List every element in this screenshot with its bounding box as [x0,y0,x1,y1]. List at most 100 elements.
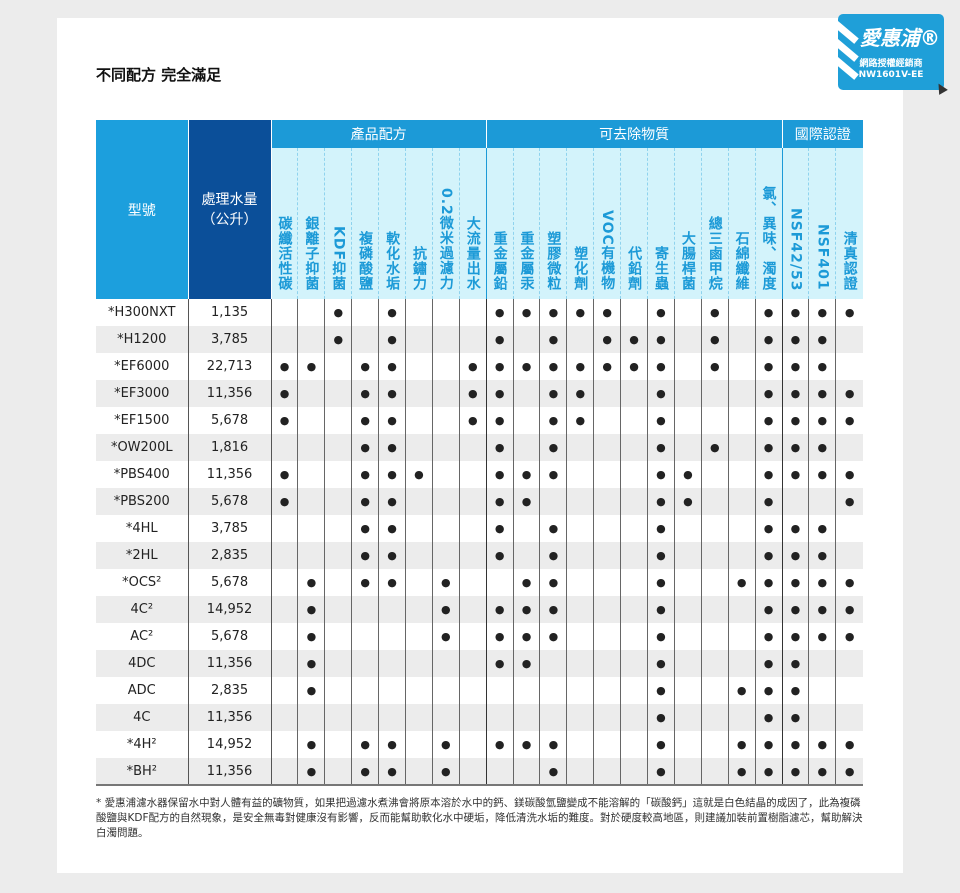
empty-cell [324,650,352,677]
feature-dot: ● [835,596,863,623]
empty-cell [727,623,756,650]
model-cell: 4DC [128,656,156,671]
table-row: ADC 2,835 ● ● ● ● ● [96,677,863,704]
feature-dot: ● [781,434,809,461]
empty-cell [566,488,594,515]
feature-dot: ● [754,515,782,542]
feature-dot: ● [297,758,325,786]
empty-cell [351,650,379,677]
empty-cell [458,542,487,569]
model-cell: *BH² [96,758,189,786]
empty-cell [512,326,540,353]
empty-cell [593,731,621,758]
empty-cell [700,488,729,515]
empty-cell [700,515,729,542]
empty-cell [324,353,352,380]
feature-dot: ● [351,380,379,407]
feature-dot: ● [754,596,782,623]
empty-cell [566,677,594,704]
empty-cell [835,515,863,542]
feature-dot: ● [378,326,406,353]
feature-dot: ● [378,299,406,326]
feature-dot: ● [458,353,487,380]
empty-cell [378,677,406,704]
feature-dot: ● [647,326,675,353]
feature-dot: ● [835,461,863,488]
empty-cell [700,461,729,488]
feature-dot: ● [808,542,836,569]
volume-cell: 11,356 [187,758,272,786]
empty-cell [270,434,298,461]
feature-dot: ● [297,569,325,596]
empty-cell [727,299,756,326]
empty-cell [673,515,702,542]
feature-dot: ● [351,542,379,569]
empty-cell [458,461,487,488]
feature-dot: ● [485,407,514,434]
empty-cell [566,650,594,677]
empty-cell [566,542,594,569]
feature-dot: ● [378,434,406,461]
feature-dot: ● [512,299,540,326]
column-header: 大流量出水 [458,148,487,299]
feature-dot: ● [566,353,594,380]
header-volume: 處理水量（公升） [188,120,272,299]
feature-dot: ● [378,758,406,786]
feature-dot: ● [835,758,863,786]
feature-dot: ● [593,326,621,353]
empty-cell [566,434,594,461]
volume-cell: 2,835 [187,542,272,569]
empty-cell [512,758,540,786]
empty-cell [808,650,836,677]
feature-dot: ● [647,461,675,488]
feature-dot: ● [835,407,863,434]
table-row: *2HL 2,835 ● ● ● ● ● ● ● ● [96,542,863,569]
empty-cell [593,407,621,434]
feature-dot: ● [781,380,809,407]
feature-dot: ● [539,407,567,434]
empty-cell [485,677,514,704]
empty-cell [673,407,702,434]
empty-cell [835,353,863,380]
feature-dot: ● [808,434,836,461]
feature-dot: ● [835,569,863,596]
feature-dot: ● [566,299,594,326]
empty-cell [620,569,648,596]
feature-dot: ● [324,299,352,326]
dealer-badge[interactable]: 愛惠浦® 網路授權經銷商 NW1601V-EE [838,14,944,90]
feature-dot: ● [673,461,702,488]
empty-cell [620,515,648,542]
feature-dot: ● [566,380,594,407]
empty-cell [431,434,460,461]
feature-dot: ● [835,488,863,515]
feature-dot: ● [647,515,675,542]
feature-dot: ● [781,407,809,434]
empty-cell [620,542,648,569]
feature-dot: ● [485,488,514,515]
column-header: 總三鹵甲烷 [700,148,729,299]
feature-dot: ● [647,542,675,569]
table-row: *EF3000 11,356 ● ● ● ● ● ● ● ● ● ● ● ● [96,380,863,407]
empty-cell [324,569,352,596]
empty-cell [431,380,460,407]
empty-cell [431,704,460,731]
empty-cell [270,623,298,650]
column-header: 塑膠微粒 [539,148,567,299]
empty-cell [727,407,756,434]
empty-cell [620,596,648,623]
empty-cell [297,299,325,326]
column-header-label: 0.2微米過濾力 [437,188,454,291]
column-header: NSF42/53 [781,148,809,299]
empty-cell [458,326,487,353]
empty-cell [270,299,298,326]
empty-cell [727,488,756,515]
column-header-label: 銀離子抑菌 [303,216,320,291]
empty-cell [727,380,756,407]
feature-dot: ● [539,299,567,326]
empty-cell [270,326,298,353]
table-row: *PBS400 11,356 ● ● ● ● ● ● ● ● ● ● ● ● ● [96,461,863,488]
table-row: *PBS200 5,678 ● ● ● ● ● ● ● ● ● [96,488,863,515]
empty-cell [727,650,756,677]
comparison-table: 型號 處理水量（公升） 產品配方 可去除物質 國際認證 碳纖活性碳 銀離子抑菌 KDF抑… [96,120,863,786]
empty-cell [324,515,352,542]
